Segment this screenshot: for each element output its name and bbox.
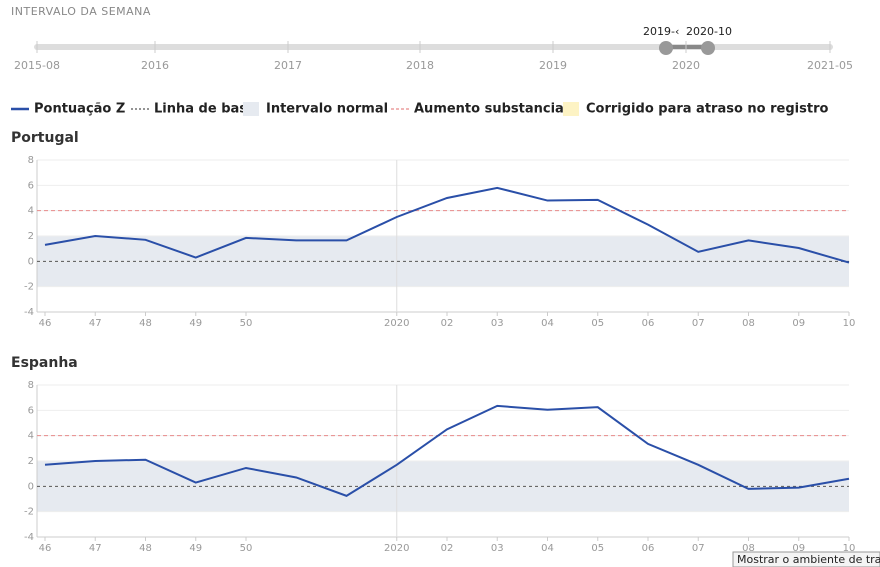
x-tick-label: 2020 bbox=[384, 318, 409, 329]
legend-swatch bbox=[243, 102, 259, 116]
y-tick-label: -4 bbox=[24, 532, 34, 543]
legend-label: Intervalo normal bbox=[266, 102, 388, 117]
x-tick-label: 10 bbox=[843, 543, 856, 554]
y-tick-label: 6 bbox=[28, 405, 34, 416]
legend-label: Aumento substancial bbox=[414, 102, 568, 117]
slider-label: 2016 bbox=[141, 59, 169, 72]
slider-label: 2017 bbox=[274, 59, 302, 72]
x-tick-label: 04 bbox=[541, 543, 554, 554]
legend-label: Linha de base bbox=[154, 102, 256, 117]
x-tick-label: 08 bbox=[742, 543, 755, 554]
series-line bbox=[44, 404, 850, 497]
tooltip: Mostrar o ambiente de tra bbox=[737, 553, 880, 566]
x-tick-label: 2020 bbox=[384, 543, 409, 554]
y-tick-label: 8 bbox=[28, 155, 34, 166]
x-tick-label: 47 bbox=[89, 318, 102, 329]
x-tick-label: 46 bbox=[39, 318, 52, 329]
slider-label: 2018 bbox=[406, 59, 434, 72]
x-tick-label: 03 bbox=[491, 543, 504, 554]
x-tick-label: 05 bbox=[591, 543, 604, 554]
legend-label: Corrigido para atraso no registro bbox=[586, 102, 828, 117]
x-tick-label: 09 bbox=[792, 318, 805, 329]
y-tick-label: -2 bbox=[24, 507, 34, 518]
x-tick-label: 50 bbox=[240, 318, 253, 329]
x-tick-label: 02 bbox=[441, 318, 454, 329]
x-tick-label: 06 bbox=[642, 543, 655, 554]
slider-handle[interactable] bbox=[659, 41, 673, 55]
x-tick-label: 04 bbox=[541, 318, 554, 329]
y-tick-label: -4 bbox=[24, 307, 34, 318]
x-tick-label: 48 bbox=[139, 318, 152, 329]
x-tick-label: 47 bbox=[89, 543, 102, 554]
slider-start-label: 2019-‹ bbox=[643, 25, 679, 38]
y-tick-label: 6 bbox=[28, 180, 34, 191]
x-tick-label: 49 bbox=[189, 318, 202, 329]
slider-label: 2015-08 bbox=[14, 59, 60, 72]
series-line bbox=[44, 186, 850, 264]
x-tick-label: 09 bbox=[792, 543, 805, 554]
x-tick-label: 10 bbox=[843, 318, 856, 329]
slider-label: 2021-05 bbox=[807, 59, 853, 72]
section-title: INTERVALO DA SEMANA bbox=[11, 5, 151, 18]
legend-swatch bbox=[563, 102, 579, 116]
x-tick-label: 49 bbox=[189, 543, 202, 554]
y-tick-label: 4 bbox=[28, 206, 34, 217]
y-tick-label: 0 bbox=[28, 256, 34, 267]
y-tick-label: 4 bbox=[28, 431, 34, 442]
y-tick-label: 2 bbox=[28, 231, 34, 242]
x-tick-label: 46 bbox=[39, 543, 52, 554]
slider-label: 2019 bbox=[539, 59, 567, 72]
slider-label: 2020 bbox=[672, 59, 700, 72]
y-tick-label: -2 bbox=[24, 282, 34, 293]
y-tick-label: 2 bbox=[28, 456, 34, 467]
x-tick-label: 08 bbox=[742, 318, 755, 329]
x-tick-label: 48 bbox=[139, 543, 152, 554]
x-tick-label: 05 bbox=[591, 318, 604, 329]
chart-title: Portugal bbox=[11, 130, 79, 146]
slider-end-label: 2020-10 bbox=[686, 25, 732, 38]
x-tick-label: 06 bbox=[642, 318, 655, 329]
y-tick-label: 0 bbox=[28, 481, 34, 492]
tooltip-box bbox=[732, 551, 880, 567]
x-tick-label: 07 bbox=[692, 318, 705, 329]
chart-title: Espanha bbox=[11, 355, 78, 371]
x-tick-label: 50 bbox=[240, 543, 253, 554]
x-tick-label: 02 bbox=[441, 543, 454, 554]
legend-label: Pontuação Z bbox=[34, 102, 125, 117]
x-tick-label: 03 bbox=[491, 318, 504, 329]
slider-handle[interactable] bbox=[701, 41, 715, 55]
y-tick-label: 8 bbox=[28, 380, 34, 391]
x-tick-label: 07 bbox=[692, 543, 705, 554]
